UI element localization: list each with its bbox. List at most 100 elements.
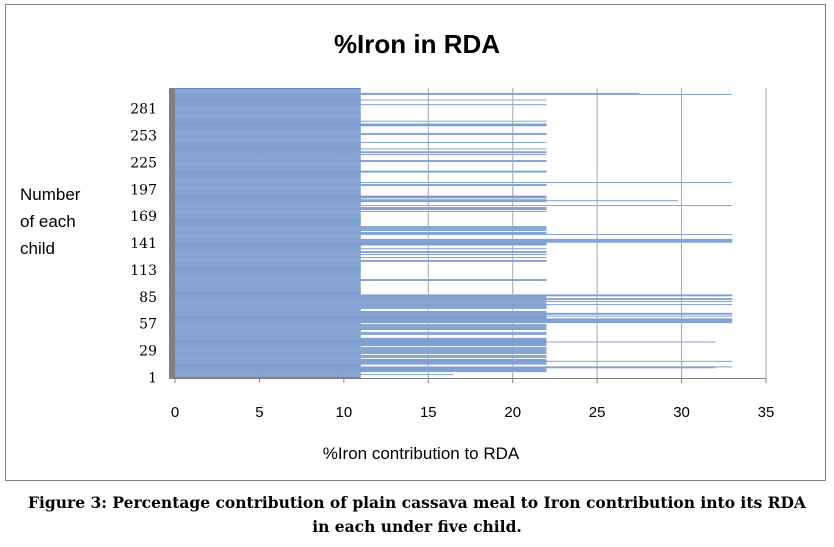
bar [175,140,361,142]
y-tick-label: 197 [130,182,157,198]
bar [175,322,733,324]
bar [175,209,361,211]
bar [175,338,547,340]
bar [175,183,361,185]
bar [175,371,547,373]
bar [175,220,361,222]
bar [175,236,361,238]
bar [175,173,361,175]
bar [175,127,361,129]
bar [175,242,547,244]
bar [175,240,733,242]
bar [175,372,361,374]
bar [175,311,547,313]
bar [175,182,733,184]
y-axis-line [169,88,175,378]
bar [175,172,361,174]
y-tick-label: 85 [139,290,157,306]
bar [175,377,361,378]
bar [175,367,716,369]
bar [175,146,361,148]
bar [175,344,547,346]
bar [175,161,361,163]
caption-line-2: in each under five child. [312,517,522,536]
bar [175,328,547,330]
bar [175,145,361,147]
bar [175,343,547,345]
bar [175,234,361,236]
bar [175,340,547,342]
bar [175,203,361,205]
bar [175,95,361,97]
bar [175,238,733,240]
bar [175,259,547,261]
bar [175,241,733,243]
x-tick-label: 35 [758,404,775,421]
bar [175,195,547,197]
bar [175,308,361,310]
bar [175,184,547,186]
bar [175,93,733,95]
bar [175,111,361,113]
bar [175,159,361,161]
bar [175,313,733,315]
bar [175,112,361,114]
bar [175,115,361,117]
bar [175,321,733,323]
bar [175,110,361,112]
bar [175,357,361,359]
bar [175,178,361,180]
bar [175,221,361,223]
bar [175,202,361,204]
bar [175,149,361,151]
bar [175,201,547,203]
bar [175,246,361,248]
bar [175,194,361,196]
bar [175,281,361,283]
bar [175,92,640,94]
bar [175,356,547,358]
bar [175,326,547,328]
bar [175,353,547,354]
bar [175,138,361,140]
bar [175,298,733,300]
bar [175,109,361,111]
y-tick-label: 225 [130,155,157,171]
bar [175,119,361,121]
bar [175,289,361,291]
bar [175,247,361,249]
bar [175,369,547,371]
bar [175,248,547,250]
y-tick-label: 281 [130,102,157,118]
bar [175,150,361,152]
bar [175,376,361,378]
bars [175,88,733,378]
bar [175,162,361,164]
bar [175,107,361,109]
x-tick-label: 0 [171,404,179,421]
bar [175,257,361,259]
bar [175,124,547,126]
bar [175,192,361,194]
bar [175,100,361,102]
bar [175,285,361,287]
bar [175,219,361,221]
bar [175,373,361,375]
bar [175,361,547,363]
x-tick-label: 30 [673,404,690,421]
bar [175,359,547,361]
bar [175,360,733,362]
bar [175,104,547,106]
bar [175,153,361,155]
bar [175,244,547,246]
bar [175,131,361,133]
bar [175,229,547,231]
bar [175,352,547,354]
bar [175,282,361,284]
bar [175,132,361,134]
bar [175,237,361,239]
bar [175,97,361,99]
y-tick-label: 1 [148,371,157,387]
bar [175,375,361,377]
bar [175,354,547,356]
